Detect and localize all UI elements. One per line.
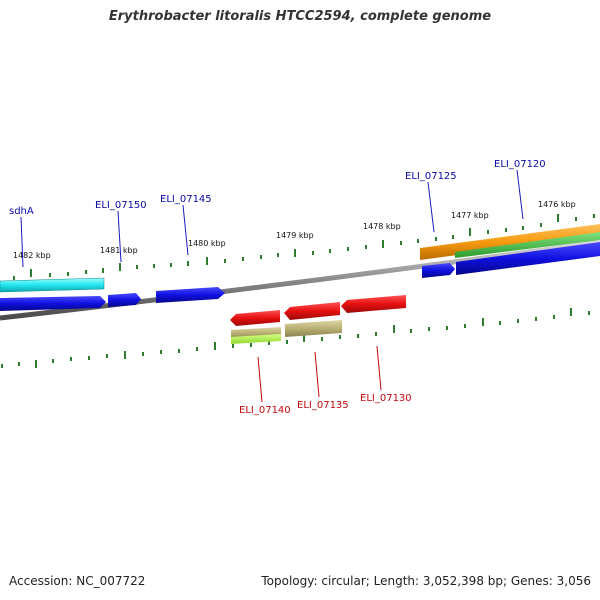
gene-arrow-ELI_07120[interactable] <box>456 242 600 275</box>
gene-label-ELI_07120[interactable]: ELI_07120 <box>494 159 546 170</box>
gene-arrow-sdhA[interactable] <box>0 296 106 311</box>
leader-line-sdhA <box>20 216 24 268</box>
gene-arrow-ELI_07145[interactable] <box>156 287 225 303</box>
gene-label-ELI_07125[interactable]: ELI_07125 <box>405 171 457 182</box>
cyan-feature-sdhA <box>0 277 105 293</box>
leader-line-ELI_07135 <box>314 351 320 398</box>
forward-tick-ring <box>13 214 595 280</box>
gene-arrow-ELI_07150[interactable] <box>108 293 141 307</box>
gene-label-ELI_07130[interactable]: ELI_07130 <box>360 393 412 404</box>
leader-line-ELI_07125 <box>427 181 435 233</box>
lime-feature-07140 <box>231 334 281 344</box>
gene-label-ELI_07150[interactable]: ELI_07150 <box>95 200 147 211</box>
map-title: Erythrobacter litoralis HTCC2594, comple… <box>108 9 492 24</box>
gene-arrow-ELI_07125[interactable] <box>422 263 455 278</box>
gene-arrow-ELI_07140[interactable] <box>230 310 280 326</box>
ruler-label-1480: 1480 kbp <box>188 239 226 248</box>
ruler-label-1479: 1479 kbp <box>276 231 314 240</box>
gene-label-sdhA[interactable]: sdhA <box>9 206 34 217</box>
gene-arrow-ELI_07130[interactable] <box>341 295 406 313</box>
olive-feature-07135 <box>285 320 342 337</box>
leader-line-ELI_07120 <box>516 169 524 220</box>
ruler-label-1482: 1482 kbp <box>13 251 51 260</box>
gene-label-ELI_07135[interactable]: ELI_07135 <box>297 400 349 411</box>
reverse-tick-ring <box>1 308 590 368</box>
leader-line-ELI_07145 <box>182 204 189 256</box>
gene-arrow-ELI_07135[interactable] <box>284 302 340 320</box>
leader-line-ELI_07140 <box>257 356 263 403</box>
ruler-label-1476: 1476 kbp <box>538 200 576 209</box>
ruler-label-1477: 1477 kbp <box>451 211 489 220</box>
accession-text: Accession: NC_007722 <box>9 574 146 588</box>
leader-line-ELI_07130 <box>376 345 382 391</box>
leader-line-ELI_07150 <box>117 210 122 263</box>
ruler-label-1481: 1481 kbp <box>100 246 138 255</box>
green-feature-band <box>455 232 600 258</box>
genome-summary-text: Topology: circular; Length: 3,052,398 bp… <box>261 574 591 588</box>
gene-label-ELI_07145[interactable]: ELI_07145 <box>160 194 212 205</box>
gene-label-ELI_07140[interactable]: ELI_07140 <box>239 405 291 416</box>
leader-lines <box>20 169 524 403</box>
ruler-label-1478: 1478 kbp <box>363 222 401 231</box>
